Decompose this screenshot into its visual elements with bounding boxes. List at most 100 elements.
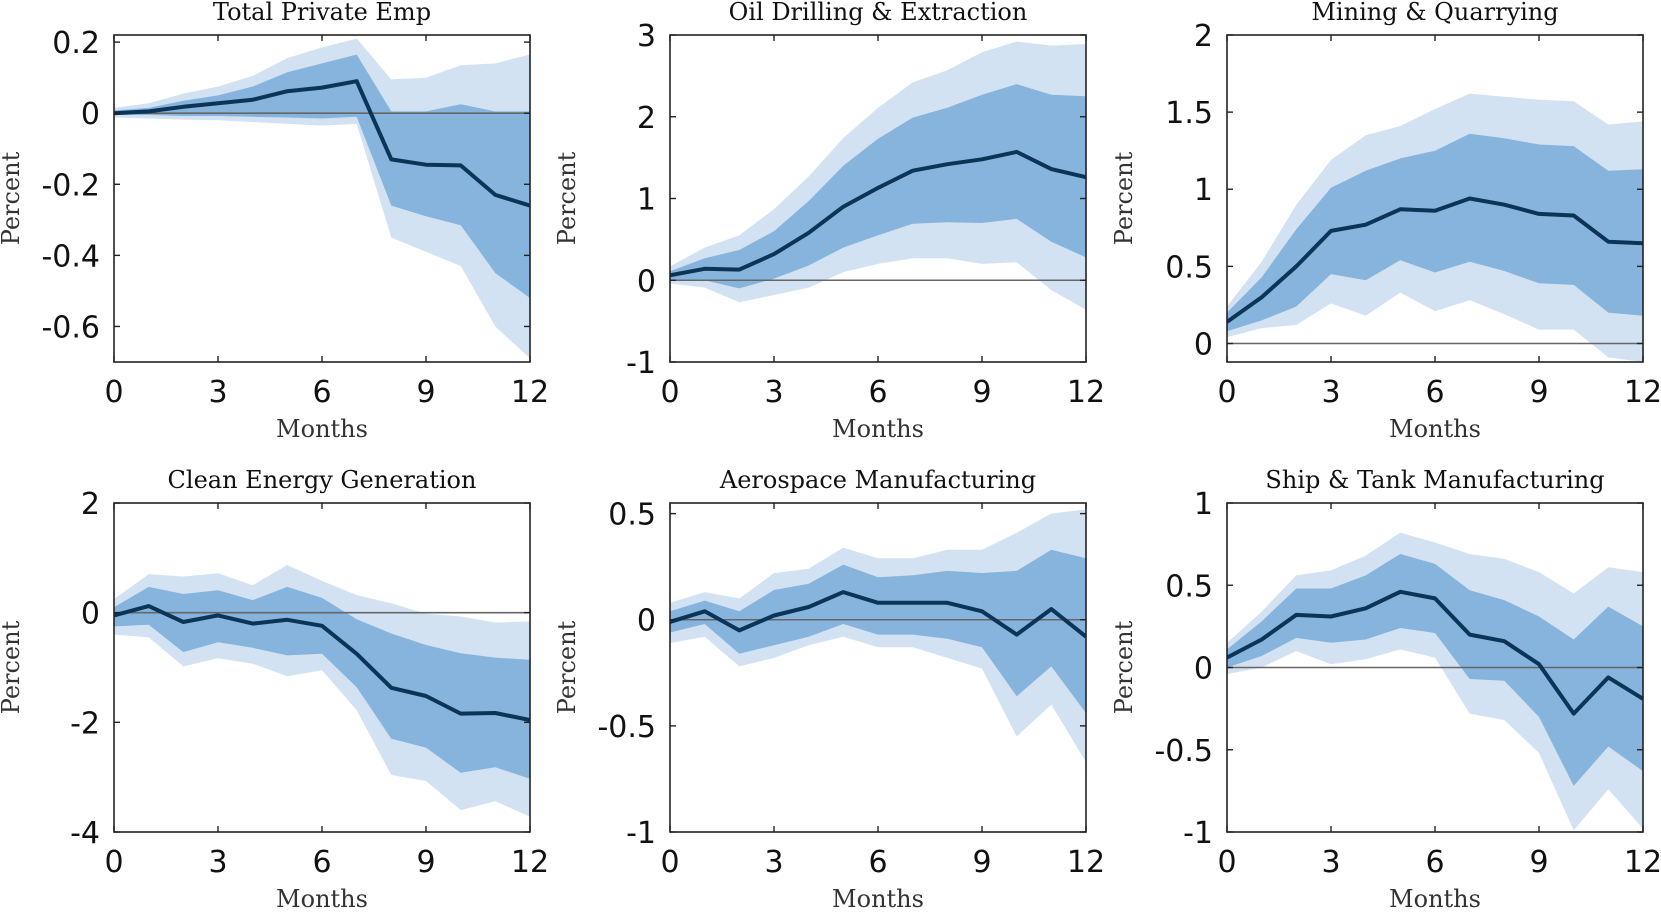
y-tick-label: 0: [1194, 327, 1213, 362]
x-tick-label: 12: [1624, 845, 1661, 880]
plot-area: [1227, 93, 1643, 362]
x-tick-label: 12: [1067, 845, 1105, 880]
point-estimate-line: [670, 149, 1086, 278]
x-tick-label: 0: [1217, 845, 1236, 880]
x-tick-label: 6: [868, 375, 887, 410]
x-tick-label: 6: [1425, 845, 1444, 880]
point-estimate-line: [114, 79, 530, 208]
point-estimate-line: [670, 590, 1086, 639]
x-axis-label: Months: [832, 885, 924, 913]
x-axis-label: Months: [1389, 885, 1481, 913]
x-tick-label: 6: [312, 845, 331, 880]
outer-confidence-band: [670, 509, 1086, 762]
x-axis-label: Months: [276, 415, 368, 443]
y-tick-label: 2: [637, 101, 656, 136]
y-tick-label: 0.5: [1165, 250, 1213, 285]
x-tick-label: 12: [511, 375, 549, 410]
x-tick-label: 3: [764, 375, 783, 410]
y-tick-label: 2: [81, 487, 100, 522]
y-tick-label: 0: [81, 597, 100, 632]
y-tick-label: 1: [1194, 173, 1213, 208]
point-estimate-line: [1227, 589, 1643, 716]
point-estimate-line: [114, 604, 530, 723]
y-axis-label: Percent: [1110, 151, 1138, 245]
y-tick-label: -0.5: [597, 710, 656, 745]
x-tick-label: 9: [972, 375, 991, 410]
y-tick-label: -1: [626, 816, 656, 851]
x-tick-label: 0: [660, 845, 679, 880]
inner-confidence-band: [114, 54, 530, 298]
x-tick-label: 12: [511, 845, 549, 880]
inner-confidence-band: [1227, 554, 1643, 786]
x-tick-label: 3: [764, 845, 783, 880]
y-tick-label: 0: [1194, 652, 1213, 687]
y-tick-label: 0.5: [1165, 569, 1213, 604]
y-tick-label: -0.6: [41, 310, 100, 345]
y-tick-label: -4: [70, 816, 100, 851]
panel-title: Oil Drilling & Extraction: [729, 0, 1028, 26]
y-tick-label: 0: [637, 264, 656, 299]
y-tick-label: -0.2: [41, 168, 100, 203]
x-axis-label: Months: [1389, 415, 1481, 443]
panel-1: 0 3 6 9 12 0.2 0 -0.2 -0.4 -0.6 Total Private Emp M…: [0, 0, 549, 443]
x-tick-label: 3: [1321, 845, 1340, 880]
y-tick-label: -1: [626, 346, 656, 381]
x-tick-label: 9: [1529, 845, 1548, 880]
x-tick-label: 12: [1067, 375, 1105, 410]
panel-3: 0 3 6 9 12 2 1.5 1 0.5 0 Mining & Quarrying Months P…: [1110, 0, 1661, 443]
x-tick-label: 6: [1425, 375, 1444, 410]
panel-title: Clean Energy Generation: [168, 466, 477, 494]
panel-title: Aerospace Manufacturing: [719, 466, 1036, 494]
x-tick-label: 9: [972, 845, 991, 880]
x-tick-label: 9: [1529, 375, 1548, 410]
y-axis-label: Percent: [1110, 620, 1138, 714]
y-axis-label: Percent: [553, 151, 581, 245]
plot-area: [114, 565, 530, 817]
panel-6: 0 3 6 9 12 1 0.5 0 -0.5 -1 Ship & Tank Manufacturi…: [1110, 466, 1661, 913]
y-tick-label: 0: [637, 604, 656, 639]
x-tick-label: 9: [416, 375, 435, 410]
inner-confidence-band: [1227, 133, 1643, 332]
x-tick-label: 0: [660, 375, 679, 410]
x-tick-label: 0: [104, 375, 123, 410]
y-tick-label: -1: [1183, 816, 1213, 851]
plot-area: [1227, 532, 1643, 831]
y-tick-label: 3: [637, 19, 656, 54]
panel-4: 0 3 6 9 12 2 0 -2 -4 Clean Energy Generation Month…: [0, 466, 549, 913]
x-tick-label: 3: [1321, 375, 1340, 410]
y-axis-label: Percent: [553, 620, 581, 714]
panel-title: Mining & Quarrying: [1311, 0, 1558, 26]
plot-area: [670, 509, 1086, 762]
y-tick-label: 1.5: [1165, 96, 1213, 131]
x-tick-label: 0: [104, 845, 123, 880]
x-tick-label: 12: [1624, 375, 1661, 410]
inner-confidence-band: [670, 549, 1086, 714]
panel-5: 0 3 6 9 12 0.5 0 -0.5 -1 Aerospace Manufacturing M…: [553, 466, 1105, 913]
y-tick-label: -0.4: [41, 239, 100, 274]
x-axis-label: Months: [832, 415, 924, 443]
y-tick-label: -2: [70, 706, 100, 741]
y-tick-label: -0.5: [1154, 734, 1213, 769]
x-tick-label: 0: [1217, 375, 1236, 410]
point-estimate-line: [1227, 196, 1643, 324]
x-tick-label: 6: [312, 375, 331, 410]
y-tick-label: 2: [1194, 19, 1213, 54]
plot-area: [670, 41, 1086, 310]
y-tick-label: 1: [637, 183, 656, 218]
panel-title: Ship & Tank Manufacturing: [1265, 466, 1604, 494]
plot-area: [114, 38, 530, 359]
y-tick-label: 0.5: [608, 498, 656, 533]
y-axis-label: Percent: [0, 620, 25, 714]
x-tick-label: 3: [208, 845, 227, 880]
x-axis-label: Months: [276, 885, 368, 913]
y-tick-label: 0: [81, 97, 100, 132]
x-tick-label: 9: [416, 845, 435, 880]
y-axis-label: Percent: [0, 151, 25, 245]
inner-confidence-band: [114, 586, 530, 779]
y-tick-label: 0.2: [52, 26, 100, 61]
y-tick-label: 1: [1194, 487, 1213, 522]
x-tick-label: 3: [208, 375, 227, 410]
panel-title: Total Private Emp: [213, 0, 431, 26]
